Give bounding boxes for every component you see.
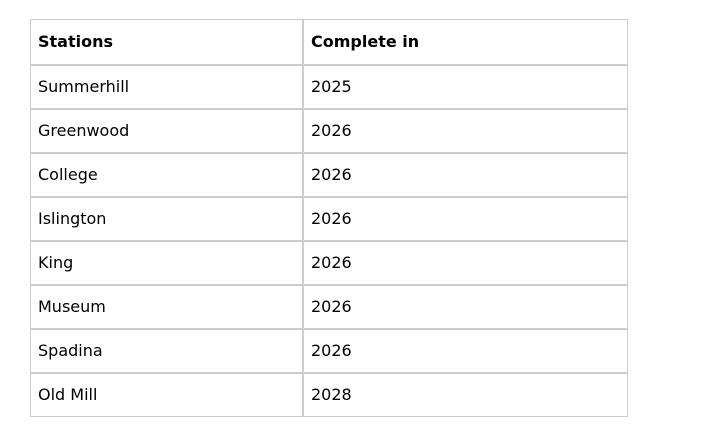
table-body: Summerhill 2025 Greenwood 2026 College 2026 Is… [30, 65, 628, 417]
complete-in-cell: 2026 [303, 241, 628, 285]
station-cell: Greenwood [30, 109, 303, 153]
complete-in-cell: 2026 [303, 109, 628, 153]
station-cell: Museum [30, 285, 303, 329]
table-row: Summerhill 2025 [30, 65, 628, 109]
table-row: Greenwood 2026 [30, 109, 628, 153]
table-row: King 2026 [30, 241, 628, 285]
table-row: College 2026 [30, 153, 628, 197]
table-row: Old Mill 2028 [30, 373, 628, 417]
stations-table: Stations Complete in Summerhill 2025 Green… [30, 19, 628, 417]
complete-in-cell: 2026 [303, 329, 628, 373]
station-cell: Islington [30, 197, 303, 241]
header-row: Stations Complete in [30, 19, 628, 65]
complete-in-cell: 2026 [303, 153, 628, 197]
complete-in-cell: 2026 [303, 285, 628, 329]
complete-in-cell: 2028 [303, 373, 628, 417]
complete-in-cell: 2025 [303, 65, 628, 109]
column-header-stations: Stations [30, 19, 303, 65]
station-cell: Old Mill [30, 373, 303, 417]
station-cell: King [30, 241, 303, 285]
station-cell: Spadina [30, 329, 303, 373]
station-cell: Summerhill [30, 65, 303, 109]
table-row: Museum 2026 [30, 285, 628, 329]
table-row: Islington 2026 [30, 197, 628, 241]
column-header-complete-in: Complete in [303, 19, 628, 65]
complete-in-cell: 2026 [303, 197, 628, 241]
station-cell: College [30, 153, 303, 197]
table-header: Stations Complete in [30, 19, 628, 65]
table-row: Spadina 2026 [30, 329, 628, 373]
